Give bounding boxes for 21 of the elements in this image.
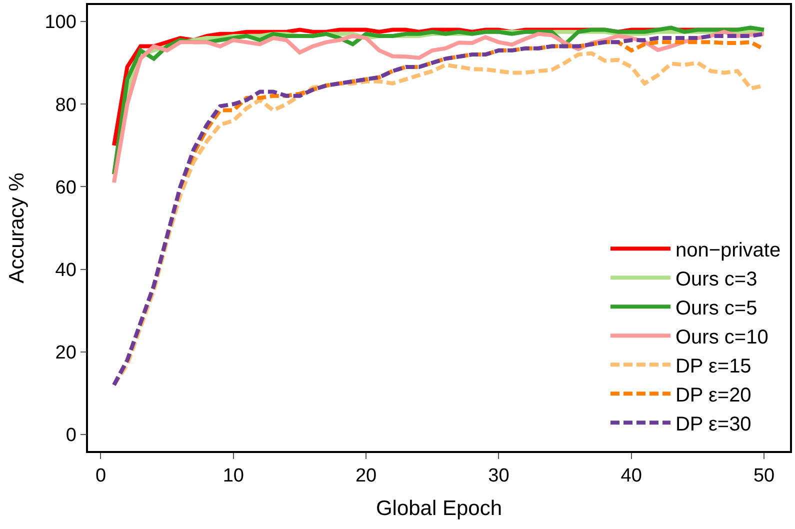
- x-tick-label: 50: [753, 466, 775, 487]
- legend-label: non−private: [675, 239, 781, 262]
- x-tick-label: 30: [488, 466, 510, 487]
- legend-label: Ours c=10: [675, 326, 768, 348]
- y-tick-label: 0: [66, 425, 76, 446]
- legend-label: DP ε=15: [675, 355, 752, 378]
- x-tick-label: 0: [95, 466, 106, 487]
- x-axis-title: Global Epoch: [376, 497, 502, 520]
- y-tick-label: 20: [55, 342, 76, 364]
- x-tick-label: 40: [620, 466, 642, 487]
- legend-label: DP ε=20: [675, 384, 752, 406]
- y-tick-label: 60: [55, 177, 76, 198]
- x-tick-label: 20: [355, 466, 377, 487]
- x-tick-label: 10: [222, 466, 244, 487]
- legend-label: Ours c=5: [675, 297, 758, 320]
- y-tick-label: 80: [55, 94, 76, 116]
- legend-label: DP ε=30: [675, 413, 752, 436]
- y-axis-title: Accuracy %: [5, 172, 28, 284]
- y-tick-label: 40: [55, 260, 76, 281]
- legend-label: Ours c=3: [675, 268, 758, 290]
- y-tick-label: 100: [44, 12, 76, 34]
